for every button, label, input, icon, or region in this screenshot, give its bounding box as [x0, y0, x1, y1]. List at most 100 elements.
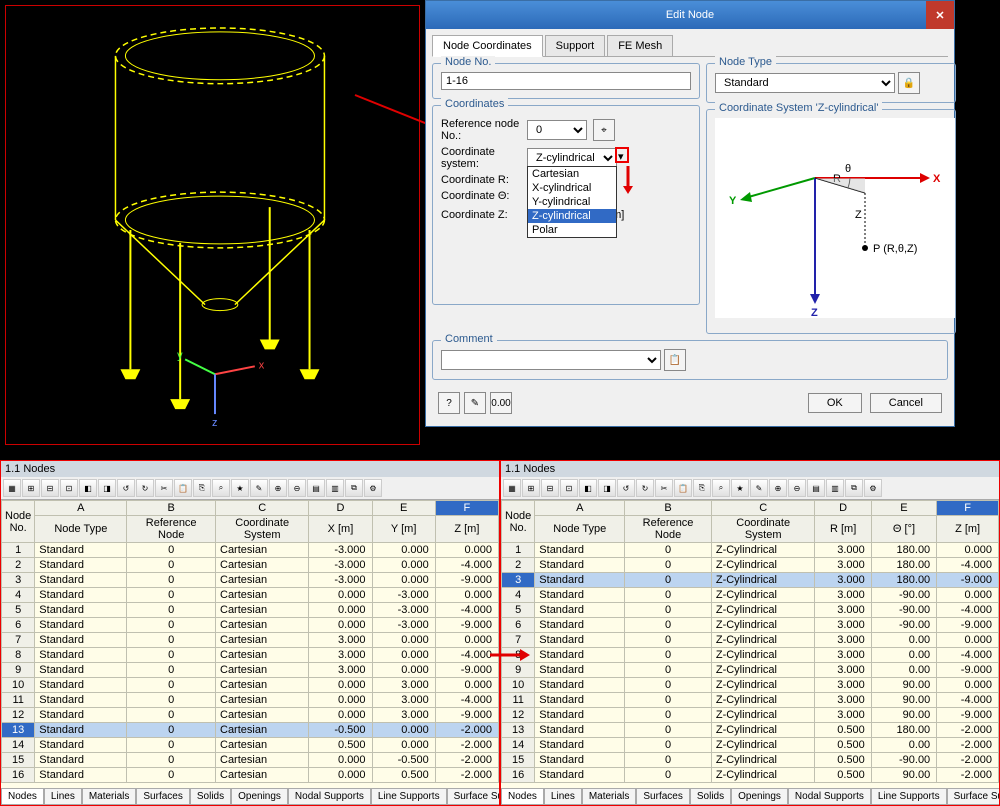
- bottom-tab[interactable]: Surface Supports: [447, 789, 499, 805]
- option-y-cylindrical[interactable]: Y-cylindrical: [528, 195, 616, 209]
- toolbar-button[interactable]: 📋: [674, 479, 692, 497]
- tab-fe-mesh[interactable]: FE Mesh: [607, 35, 673, 56]
- table-toolbar-left[interactable]: ▦⊞⊟⊡◧◨↺↻✂📋⎘⌕★✎⊕⊖▤▥⧉⚙: [1, 477, 499, 500]
- toolbar-button[interactable]: ⌕: [212, 479, 230, 497]
- toolbar-button[interactable]: ◨: [98, 479, 116, 497]
- toolbar-button[interactable]: ⊕: [269, 479, 287, 497]
- toolbar-button[interactable]: ⎘: [193, 479, 211, 497]
- toolbar-button[interactable]: ⊞: [522, 479, 540, 497]
- toolbar-button[interactable]: ✎: [750, 479, 768, 497]
- toolbar-button[interactable]: ⊟: [41, 479, 59, 497]
- bottom-tab[interactable]: Materials: [582, 789, 637, 805]
- table-row[interactable]: 1Standard0Cartesian-3.0000.0000.000: [2, 543, 499, 558]
- ok-button[interactable]: OK: [808, 393, 862, 413]
- bottom-tab[interactable]: Nodal Supports: [788, 789, 871, 805]
- bottom-tab[interactable]: Solids: [690, 789, 731, 805]
- bottom-tab[interactable]: Line Supports: [871, 789, 947, 805]
- toolbar-button[interactable]: ⊟: [541, 479, 559, 497]
- toolbar-button[interactable]: ▥: [326, 479, 344, 497]
- toolbar-button[interactable]: ⊕: [769, 479, 787, 497]
- ref-node-select[interactable]: 0: [527, 120, 587, 140]
- table-row[interactable]: 6Standard0Cartesian0.000-3.000-9.000: [2, 618, 499, 633]
- bottom-tab[interactable]: Nodal Supports: [288, 789, 371, 805]
- toolbar-button[interactable]: 📋: [174, 479, 192, 497]
- table-row[interactable]: 5Standard0Z-Cylindrical3.000-90.00-4.000: [502, 603, 999, 618]
- grid-right[interactable]: NodeNo.ABCDEFNode TypeReferenceNodeCoord…: [501, 500, 999, 783]
- dialog-titlebar[interactable]: Edit Node ✕: [426, 1, 954, 29]
- node-type-select[interactable]: Standard: [715, 73, 895, 93]
- table-row[interactable]: 13Standard0Z-Cylindrical0.500180.00-2.00…: [502, 723, 999, 738]
- toolbar-button[interactable]: ⚙: [864, 479, 882, 497]
- lock-icon[interactable]: 🔒: [898, 72, 920, 94]
- toolbar-button[interactable]: ⎘: [693, 479, 711, 497]
- toolbar-button[interactable]: ↻: [636, 479, 654, 497]
- bottom-tab[interactable]: Solids: [190, 789, 231, 805]
- table-row[interactable]: 11Standard0Z-Cylindrical3.00090.00-4.000: [502, 693, 999, 708]
- table-row[interactable]: 16Standard0Cartesian0.0000.500-2.000: [2, 768, 499, 783]
- table-row[interactable]: 4Standard0Cartesian0.000-3.0000.000: [2, 588, 499, 603]
- toolbar-button[interactable]: ★: [231, 479, 249, 497]
- table-row[interactable]: 15Standard0Z-Cylindrical0.500-90.00-2.00…: [502, 753, 999, 768]
- toolbar-button[interactable]: ★: [731, 479, 749, 497]
- toolbar-button[interactable]: ↺: [617, 479, 635, 497]
- table-row[interactable]: 4Standard0Z-Cylindrical3.000-90.000.000: [502, 588, 999, 603]
- bottom-tab[interactable]: Lines: [44, 789, 82, 805]
- toolbar-button[interactable]: ▥: [826, 479, 844, 497]
- table-row[interactable]: 5Standard0Cartesian0.000-3.000-4.000: [2, 603, 499, 618]
- table-row[interactable]: 14Standard0Cartesian0.5000.000-2.000: [2, 738, 499, 753]
- toolbar-button[interactable]: ⊡: [560, 479, 578, 497]
- toolbar-button[interactable]: ⧉: [345, 479, 363, 497]
- table-row[interactable]: 16Standard0Z-Cylindrical0.50090.00-2.000: [502, 768, 999, 783]
- bottom-tab[interactable]: Nodes: [1, 789, 44, 805]
- toolbar-button[interactable]: ▦: [3, 479, 21, 497]
- table-row[interactable]: 6Standard0Z-Cylindrical3.000-90.00-9.000: [502, 618, 999, 633]
- table-row[interactable]: 14Standard0Z-Cylindrical0.5000.00-2.000: [502, 738, 999, 753]
- table-row[interactable]: 15Standard0Cartesian0.000-0.500-2.000: [2, 753, 499, 768]
- toolbar-button[interactable]: ⌕: [712, 479, 730, 497]
- table-row[interactable]: 13Standard0Cartesian-0.5000.000-2.000: [2, 723, 499, 738]
- tab-node-coordinates[interactable]: Node Coordinates: [432, 35, 543, 57]
- units-icon[interactable]: 0.00: [490, 392, 512, 414]
- node-no-input[interactable]: [441, 72, 691, 90]
- table-toolbar-right[interactable]: ▦⊞⊟⊡◧◨↺↻✂📋⎘⌕★✎⊕⊖▤▥⧉⚙: [501, 477, 999, 500]
- table-row[interactable]: 9Standard0Cartesian3.0000.000-9.000: [2, 663, 499, 678]
- bottom-tab[interactable]: Openings: [231, 789, 288, 805]
- table-row[interactable]: 3Standard0Cartesian-3.0000.000-9.000: [2, 573, 499, 588]
- bottom-tab[interactable]: Nodes: [501, 789, 544, 805]
- option-polar[interactable]: Polar: [528, 223, 616, 237]
- grid-left[interactable]: NodeNo.ABCDEFNode TypeReferenceNodeCoord…: [1, 500, 499, 783]
- table-row[interactable]: 12Standard0Cartesian0.0003.000-9.000: [2, 708, 499, 723]
- bottom-tab[interactable]: Surface Supports: [947, 789, 999, 805]
- bottom-tab[interactable]: Surfaces: [636, 789, 689, 805]
- table-row[interactable]: 2Standard0Z-Cylindrical3.000180.00-4.000: [502, 558, 999, 573]
- toolbar-button[interactable]: ◧: [579, 479, 597, 497]
- option-cartesian[interactable]: Cartesian: [528, 167, 616, 181]
- option-z-cylindrical[interactable]: Z-cylindrical: [528, 209, 616, 223]
- table-row[interactable]: 2Standard0Cartesian-3.0000.000-4.000: [2, 558, 499, 573]
- toolbar-button[interactable]: ▤: [307, 479, 325, 497]
- bottom-tab[interactable]: Materials: [82, 789, 137, 805]
- table-row[interactable]: 8Standard0Cartesian3.0000.000-4.000: [2, 648, 499, 663]
- table-row[interactable]: 7Standard0Cartesian3.0000.0000.000: [2, 633, 499, 648]
- toolbar-button[interactable]: ⊖: [788, 479, 806, 497]
- table-row[interactable]: 7Standard0Z-Cylindrical3.0000.000.000: [502, 633, 999, 648]
- toolbar-button[interactable]: ↺: [117, 479, 135, 497]
- table-row[interactable]: 10Standard0Z-Cylindrical3.00090.000.000: [502, 678, 999, 693]
- close-icon[interactable]: ✕: [926, 1, 954, 29]
- toolbar-button[interactable]: ⧉: [845, 479, 863, 497]
- help-icon[interactable]: ?: [438, 392, 460, 414]
- bottom-tabs-right[interactable]: NodesLinesMaterialsSurfacesSolidsOpening…: [501, 788, 999, 805]
- toolbar-button[interactable]: ◨: [598, 479, 616, 497]
- toolbar-button[interactable]: ⊞: [22, 479, 40, 497]
- table-row[interactable]: 3Standard0Z-Cylindrical3.000180.00-9.000: [502, 573, 999, 588]
- toolbar-button[interactable]: ↻: [136, 479, 154, 497]
- toolbar-button[interactable]: ⚙: [364, 479, 382, 497]
- bottom-tab[interactable]: Openings: [731, 789, 788, 805]
- coord-system-dropdown[interactable]: Cartesian X-cylindrical Y-cylindrical Z-…: [527, 166, 617, 238]
- toolbar-button[interactable]: ✂: [655, 479, 673, 497]
- cancel-button[interactable]: Cancel: [870, 393, 942, 413]
- toolbar-button[interactable]: ✂: [155, 479, 173, 497]
- tab-support[interactable]: Support: [545, 35, 606, 56]
- toolbar-button[interactable]: ▦: [503, 479, 521, 497]
- toolbar-button[interactable]: ▤: [807, 479, 825, 497]
